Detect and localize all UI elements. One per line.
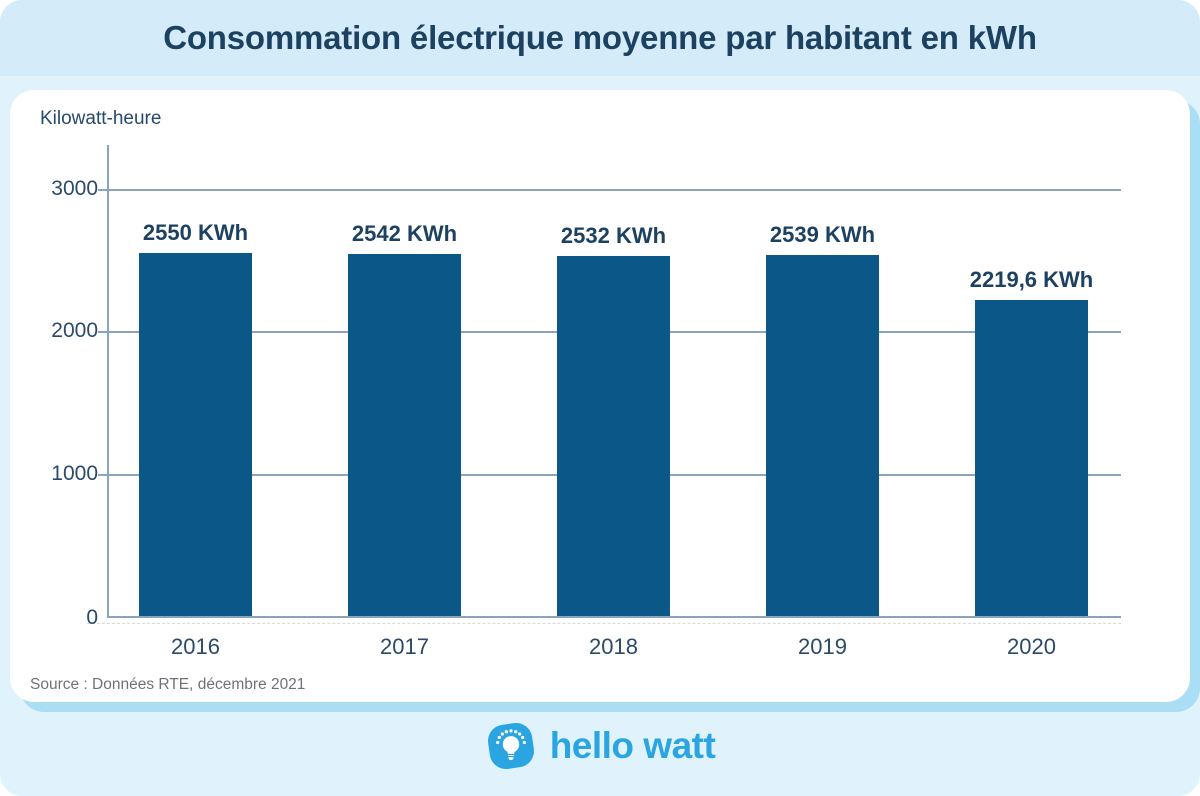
y-tick-mark xyxy=(98,331,107,334)
bar-2018 xyxy=(557,256,670,616)
x-tick-label: 2016 xyxy=(171,634,220,659)
title-band: Consommation électrique moyenne par habi… xyxy=(0,0,1200,76)
y-tick-label: 3000 xyxy=(51,177,98,201)
source-note: Source : Données RTE, décembre 2021 xyxy=(30,676,306,693)
chart-card: Kilowatt-heure 0 1000 2000 3000 2550 KWh 201… xyxy=(10,90,1190,702)
bar-value-label: 2219,6 KWh xyxy=(969,267,1094,292)
y-tick-mark xyxy=(98,189,107,192)
bar-2017 xyxy=(348,254,461,616)
brand-footer: hello watt xyxy=(0,716,1200,776)
x-tick-label: 2017 xyxy=(380,634,429,659)
bar-2019 xyxy=(766,255,879,616)
bar-value-label: 2532 KWh xyxy=(560,223,667,248)
bar-value-label: 2539 KWh xyxy=(769,222,876,247)
x-tick-label: 2018 xyxy=(589,634,638,659)
x-tick-label: 2019 xyxy=(798,634,847,659)
brand-wordmark: hello watt xyxy=(549,725,716,766)
y-tick-label: 2000 xyxy=(51,319,98,343)
bar-chart-plot: 0 1000 2000 3000 2550 KWh 2016 2542 KWh 2017 25… xyxy=(51,145,1121,659)
bar-2016 xyxy=(139,253,252,616)
x-tick-label: 2020 xyxy=(1007,634,1056,659)
bar-value-label: 2550 KWh xyxy=(142,220,249,245)
page-title: Consommation électrique moyenne par habi… xyxy=(163,19,1037,56)
bar-value-label: 2542 KWh xyxy=(351,221,458,246)
baseline-dashed-rule xyxy=(87,623,1121,624)
gridline xyxy=(109,189,1121,192)
y-tick-mark xyxy=(98,473,107,476)
y-tick-label-zero: 0 xyxy=(86,606,98,629)
bar-2020 xyxy=(975,300,1088,616)
lightbulb-logo-icon xyxy=(487,723,534,769)
y-axis-title: Kilowatt-heure xyxy=(40,108,162,129)
y-tick-label: 1000 xyxy=(51,461,98,485)
